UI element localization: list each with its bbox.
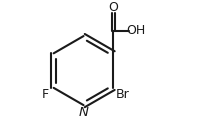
Text: O: O — [108, 1, 118, 14]
Text: F: F — [42, 88, 49, 101]
Text: Br: Br — [116, 88, 129, 101]
Text: N: N — [79, 106, 89, 119]
Text: OH: OH — [126, 24, 145, 37]
